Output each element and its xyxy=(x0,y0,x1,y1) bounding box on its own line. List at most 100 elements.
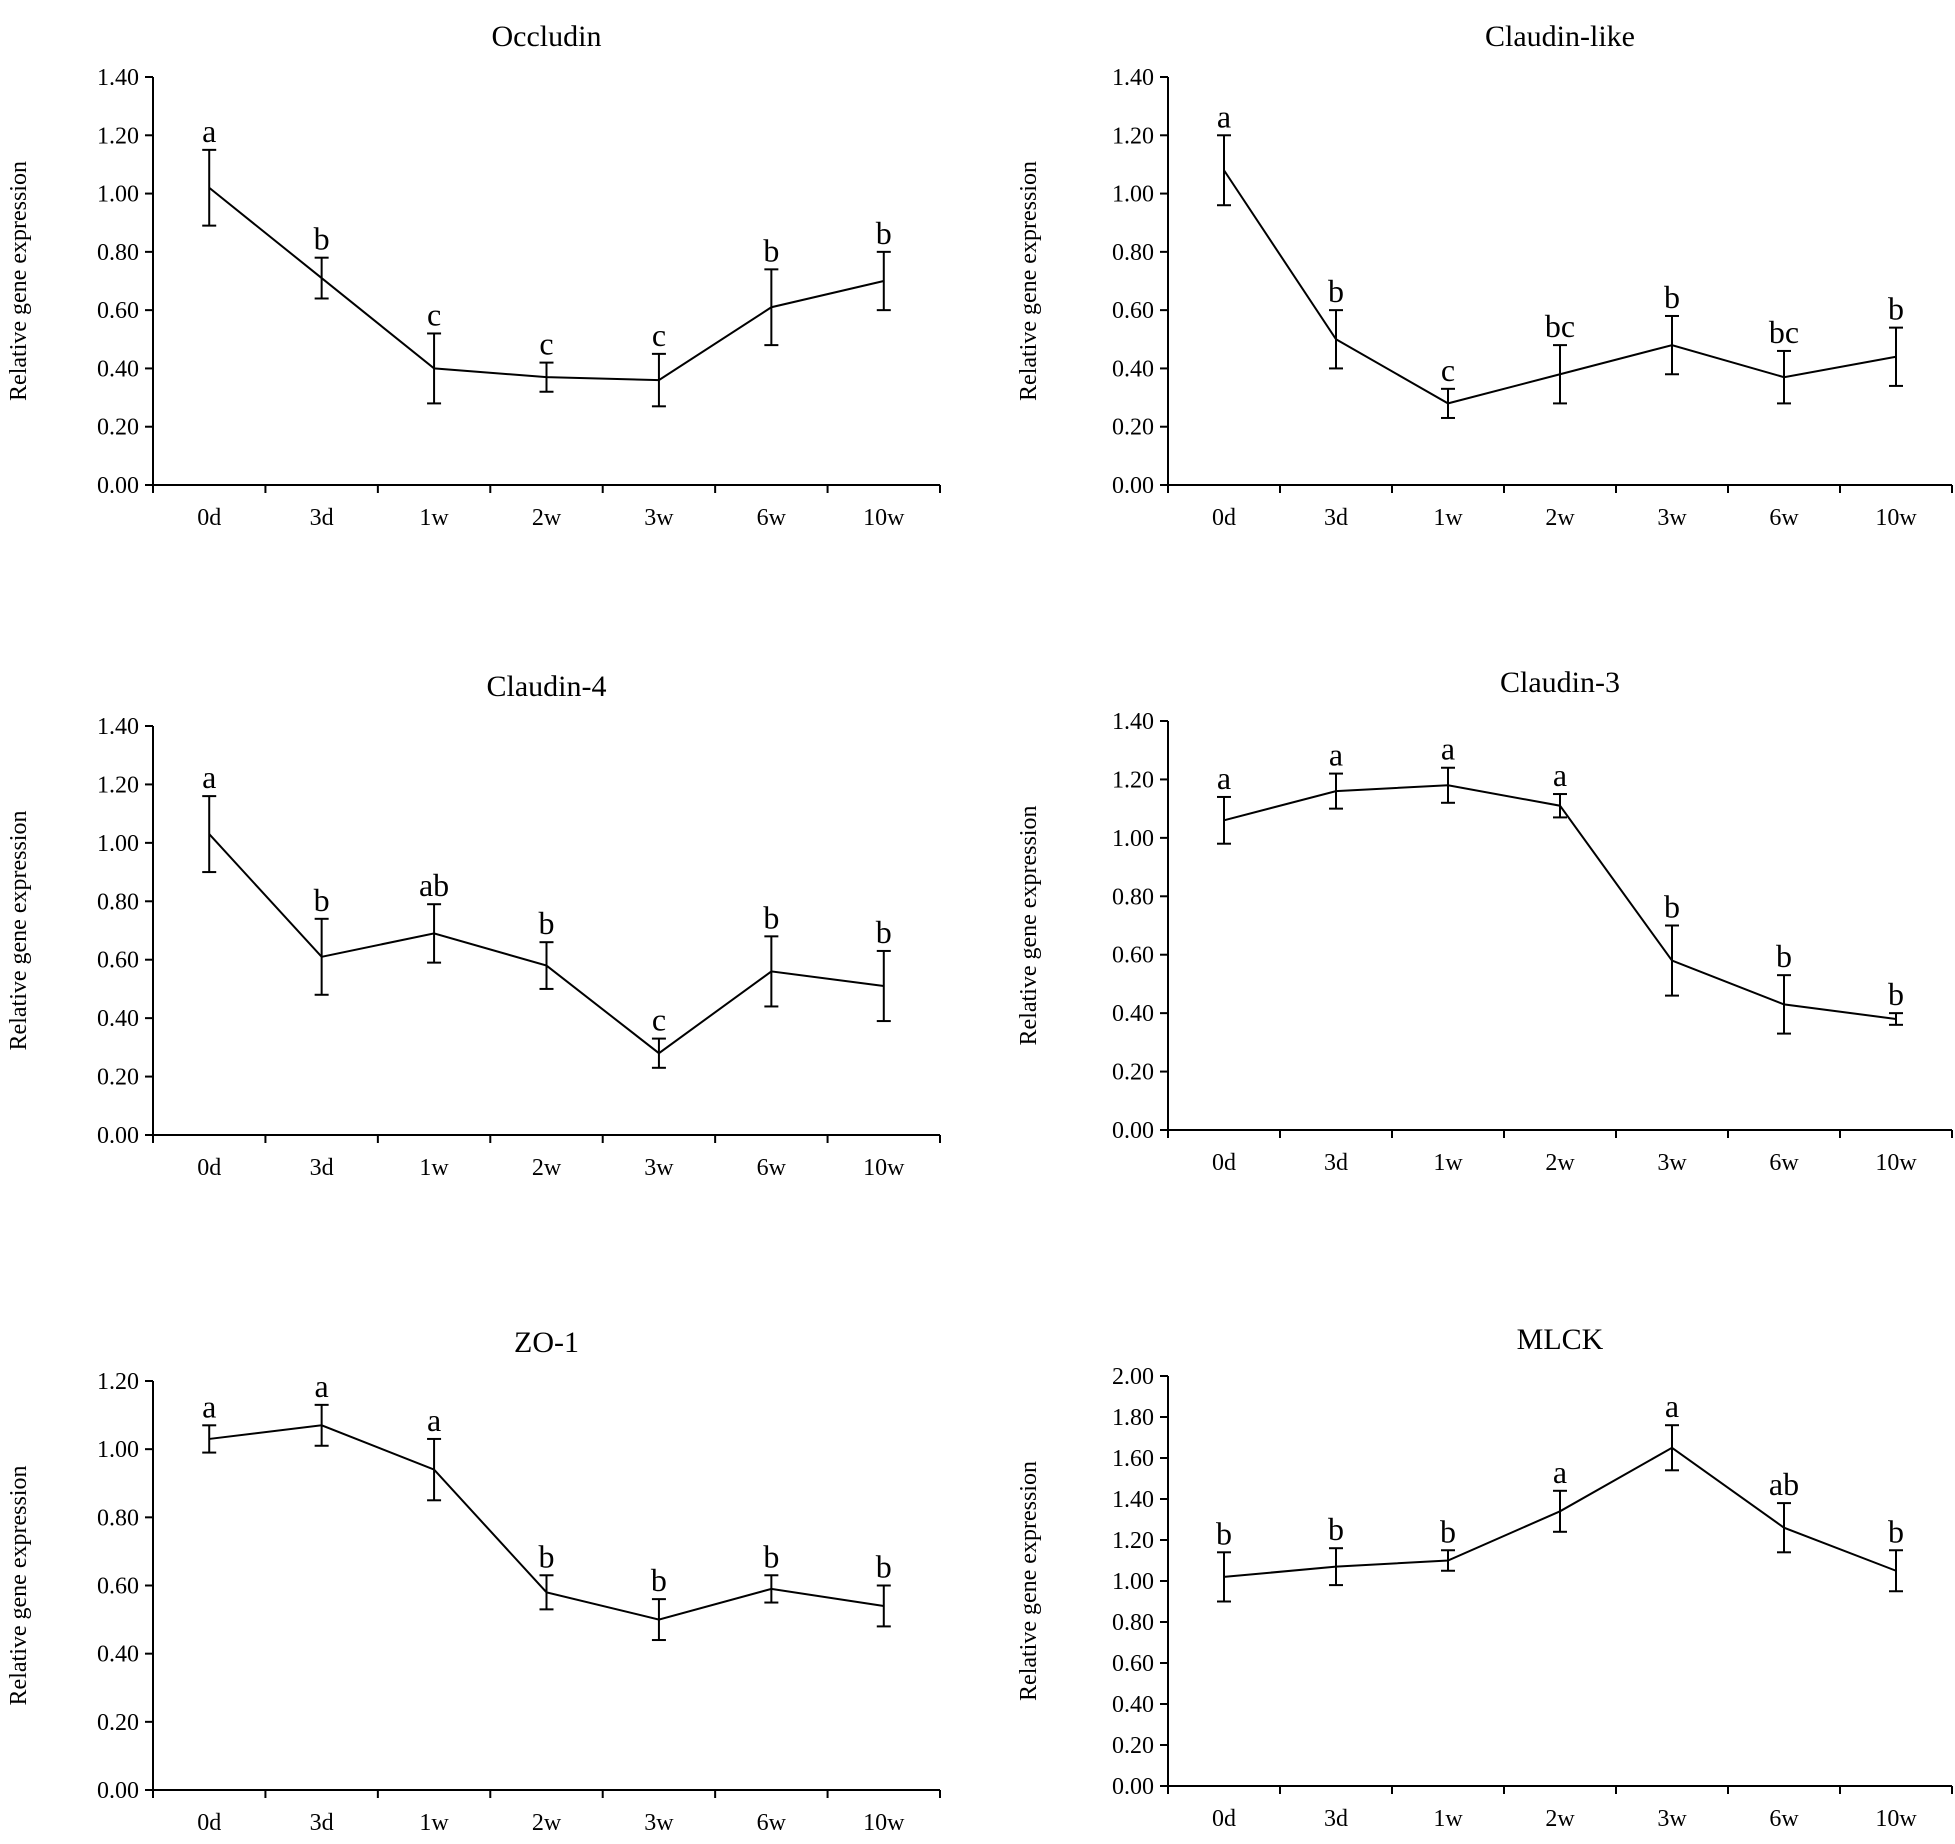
error-bar xyxy=(764,268,779,347)
y-tick-label: 1.20 xyxy=(97,123,139,149)
error-bar xyxy=(1441,766,1455,804)
significance-letter: a xyxy=(202,759,216,795)
error-bar xyxy=(1777,974,1791,1035)
y-axis-label: Relative gene expression xyxy=(6,161,32,401)
error-bar xyxy=(314,917,329,996)
error-bar xyxy=(1329,309,1343,370)
x-tick-label: 2w xyxy=(1545,1806,1575,1832)
y-tick-label: 1.20 xyxy=(97,772,139,798)
x-tick-label: 3w xyxy=(1657,505,1687,531)
error-bar xyxy=(876,949,891,1023)
y-tick-label: 0.40 xyxy=(1112,1692,1154,1718)
y-tick-label: 0.80 xyxy=(97,1505,139,1531)
y-tick-label: 0.60 xyxy=(97,1574,139,1600)
chart-panel-2: Claudin-4 Relative gene expression 0.00 0.2… xyxy=(6,670,941,1181)
x-tick-label: 0d xyxy=(1212,1806,1236,1832)
x-tick-label: 1w xyxy=(1433,1806,1463,1832)
significance-letter: b xyxy=(1776,938,1792,974)
x-tick-label: 3w xyxy=(644,505,674,531)
x-tick-label: 6w xyxy=(1769,1806,1799,1832)
y-tick-label: 0.00 xyxy=(97,1778,139,1804)
y-tick-label: 0.80 xyxy=(97,240,139,266)
y-tick-label: 0.20 xyxy=(1112,1733,1154,1759)
error-bar xyxy=(1553,344,1567,405)
y-tick-label: 2.00 xyxy=(1112,1364,1154,1390)
x-tick-label: 0d xyxy=(1212,505,1236,531)
significance-letter: b xyxy=(763,232,779,268)
significance-letter: ab xyxy=(419,867,449,903)
error-bar xyxy=(1665,924,1679,997)
significance-letter: b xyxy=(763,1538,779,1574)
y-tick-label: 0.40 xyxy=(97,1006,139,1032)
significance-letter: b xyxy=(1888,1513,1904,1549)
error-bar xyxy=(1217,795,1231,845)
chart-panel-0: Occludin Relative gene expression 0.00 0.20… xyxy=(6,20,941,531)
error-bar xyxy=(764,935,779,1008)
significance-letter: b xyxy=(876,1549,892,1585)
y-tick-label: 1.40 xyxy=(1112,709,1154,735)
y-tick-label: 0.40 xyxy=(97,1642,139,1668)
y-tick-label: 0.00 xyxy=(97,1123,139,1149)
x-tick-label: 3d xyxy=(310,505,334,531)
y-tick-label: 0.60 xyxy=(1112,943,1154,969)
error-bar xyxy=(876,1584,891,1628)
y-tick-label: 0.00 xyxy=(1112,1774,1154,1800)
error-bar xyxy=(202,1424,217,1454)
x-tick-label: 3d xyxy=(1324,1150,1348,1176)
series-line xyxy=(1223,784,1897,1020)
error-bar xyxy=(314,256,329,300)
x-tick-label: 0d xyxy=(197,1810,221,1836)
x-tick-label: 0d xyxy=(197,505,221,531)
error-bar xyxy=(1665,1424,1679,1472)
x-tick-label: 0d xyxy=(197,1155,221,1181)
significance-letter: b xyxy=(763,899,779,935)
significance-letter: b xyxy=(1328,1511,1344,1547)
x-tick-label: 3d xyxy=(310,1810,334,1836)
error-bar xyxy=(427,332,442,405)
error-bar xyxy=(764,1574,779,1604)
x-tick-label: 0d xyxy=(1212,1150,1236,1176)
y-tick-label: 1.00 xyxy=(97,831,139,857)
y-tick-label: 1.80 xyxy=(1112,1405,1154,1431)
significance-letter: bc xyxy=(1545,308,1575,344)
y-tick-label: 0.80 xyxy=(97,889,139,915)
significance-letter: b xyxy=(539,905,555,941)
significance-letter: c xyxy=(652,317,666,353)
chart-panel-5: MLCK Relative gene expression 0.00 0.20 0.40… xyxy=(1016,1323,1953,1832)
x-tick-label: 2w xyxy=(1545,1150,1575,1176)
x-tick-label: 3w xyxy=(644,1155,674,1181)
y-tick-label: 0.60 xyxy=(1112,298,1154,324)
y-tick-label: 1.00 xyxy=(1112,1569,1154,1595)
x-tick-label: 1w xyxy=(419,1810,449,1836)
x-tick-label: 10w xyxy=(863,505,905,531)
error-bar xyxy=(1441,1549,1455,1572)
error-bar xyxy=(1889,1549,1903,1593)
y-tick-label: 0.80 xyxy=(1112,1610,1154,1636)
significance-letter: c xyxy=(652,1002,666,1038)
y-tick-label: 0.00 xyxy=(1112,1118,1154,1144)
x-tick-label: 6w xyxy=(757,1810,787,1836)
x-tick-label: 1w xyxy=(1433,1150,1463,1176)
x-tick-label: 3d xyxy=(310,1155,334,1181)
significance-letter: b xyxy=(651,1562,667,1598)
significance-letter: c xyxy=(1441,352,1455,388)
y-tick-label: 1.00 xyxy=(97,1437,139,1463)
y-tick-label: 1.20 xyxy=(1112,767,1154,793)
y-tick-label: 0.20 xyxy=(1112,1060,1154,1086)
error-bar xyxy=(1217,134,1231,207)
significance-letter: a xyxy=(1329,737,1343,773)
error-bar xyxy=(1553,793,1567,819)
x-tick-label: 10w xyxy=(1875,505,1917,531)
y-tick-label: 0.20 xyxy=(1112,415,1154,441)
x-tick-label: 2w xyxy=(1545,505,1575,531)
chart-title: Claudin-like xyxy=(1485,20,1635,53)
x-tick-label: 6w xyxy=(1769,1150,1799,1176)
significance-letter: b xyxy=(1216,1515,1232,1551)
y-tick-label: 0.00 xyxy=(97,473,139,499)
significance-letter: a xyxy=(1665,1388,1679,1424)
y-tick-label: 1.00 xyxy=(1112,826,1154,852)
significance-letter: b xyxy=(314,882,330,918)
x-tick-label: 10w xyxy=(863,1155,905,1181)
significance-letter: b xyxy=(1664,279,1680,315)
y-tick-label: 0.00 xyxy=(1112,473,1154,499)
